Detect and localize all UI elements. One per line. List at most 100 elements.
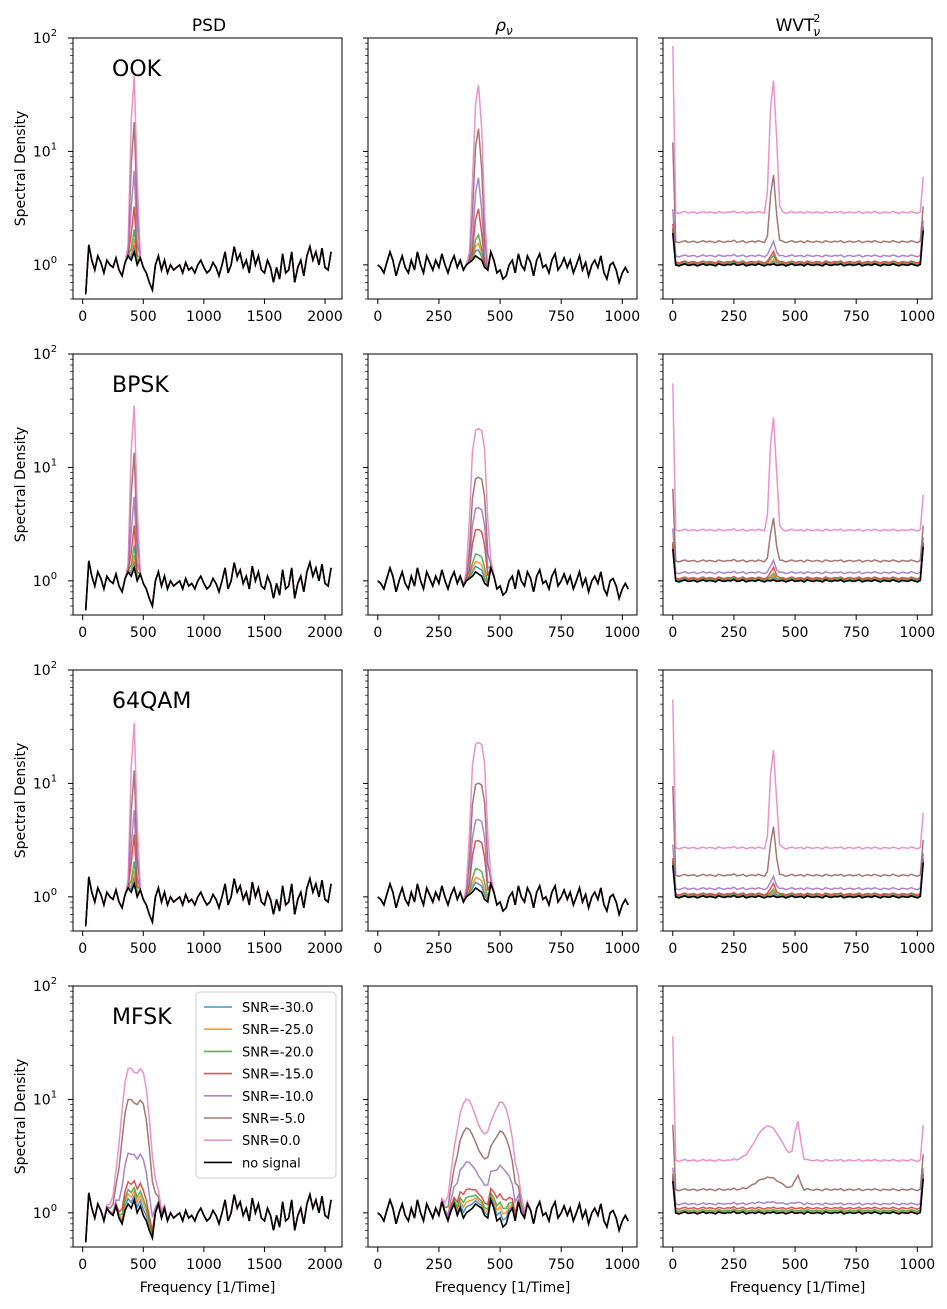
- series-line-snr-3: [672, 857, 924, 896]
- x-tick-label: 0: [78, 309, 87, 325]
- series-line-snr-1: [672, 228, 924, 267]
- series-line-snr-1: [672, 1176, 924, 1214]
- legend-item: SNR=-10.0: [204, 1090, 314, 1105]
- series-line-snr-2: [672, 1175, 924, 1213]
- series-line-snr-0: [84, 243, 332, 295]
- legend-label: SNR=-10.0: [242, 1090, 314, 1105]
- x-tick-label: 1500: [247, 941, 283, 957]
- x-tick-label: 0: [373, 625, 382, 641]
- x-tick-label: 750: [548, 1257, 575, 1273]
- panel-64qam-psd: 100 101 102 0 500 1000 1500 2000 64QAM: [33, 660, 343, 957]
- x-tick-label: 750: [843, 941, 870, 957]
- series-line-snr-6: [84, 722, 332, 927]
- legend-item: SNR=-25.0: [204, 1023, 314, 1038]
- y-tick-label: 101: [33, 773, 57, 792]
- y-tick-label: 100: [33, 571, 57, 590]
- series-line-snr-4: [672, 844, 924, 891]
- x-tick-label: 500: [487, 309, 514, 325]
- series-line-no-signal: [377, 564, 629, 602]
- x-tick-label: 0: [373, 941, 382, 957]
- y-axis-title: Spectral Density: [13, 1059, 29, 1174]
- y-axis-title: Spectral Density: [13, 111, 29, 226]
- plot-area: [377, 427, 629, 602]
- axes-frame: [72, 669, 343, 932]
- series-line-snr-5: [672, 488, 924, 563]
- modulation-label: BPSK: [112, 373, 169, 398]
- panel-64qam-wvt: 0 250 500 750 1000: [658, 669, 935, 957]
- modulation-label: 64QAM: [112, 689, 191, 714]
- axes-frame: [367, 37, 638, 300]
- y-ticks: [363, 37, 368, 300]
- y-tick-label: 102: [33, 28, 57, 47]
- x-tick-label: 1000: [900, 941, 936, 957]
- series-line-no-signal: [377, 880, 629, 918]
- x-tick-label: 2000: [307, 625, 343, 641]
- legend-item: SNR=-15.0: [204, 1068, 314, 1083]
- x-tick-label: 250: [426, 941, 453, 957]
- panel-mfsk-rho: 0 250 500 750 1000: [363, 985, 640, 1273]
- series-line-no-signal: [672, 1178, 924, 1215]
- plot-area: [84, 722, 332, 927]
- x-axis-labels: Frequency [1/Time] Frequency [1/Time] Freq…: [140, 1280, 866, 1296]
- panel-ook-rho: 0 250 500 750 1000: [363, 37, 640, 325]
- x-tick-label: 1000: [605, 309, 641, 325]
- axes-frame: [367, 669, 638, 932]
- y-ticks: [363, 985, 368, 1248]
- series-line-snr-6: [672, 383, 924, 532]
- x-tick-label: 500: [487, 625, 514, 641]
- panel-bpsk-psd: 100 101 102 0 500 1000 1500 2000 BPSK: [33, 344, 343, 641]
- series-line-snr-6: [84, 75, 332, 295]
- series-line-snr-2: [672, 859, 924, 898]
- series-line-snr-2: [84, 545, 332, 611]
- series-line-snr-0: [672, 545, 924, 583]
- series-line-snr-5: [672, 142, 924, 244]
- column-title-wvt: WVT2 ν: [776, 12, 821, 39]
- y-tick-label: 102: [33, 976, 57, 995]
- x-ticks: 0 500 1000 1500 2000: [78, 931, 343, 957]
- panel-bpsk-rho: 0 250 500 750 1000: [363, 353, 640, 641]
- y-tick-label: 100: [33, 887, 57, 906]
- y-ticks: 100 101 102: [33, 344, 73, 616]
- axes-frame: [662, 353, 933, 616]
- y-ticks: 100 101 102: [33, 660, 73, 932]
- series-line-snr-4: [672, 1167, 924, 1206]
- x-tick-label: 750: [843, 625, 870, 641]
- panel-mfsk-psd: 100 101 102 0 500 1000 1500 2000 MFSK: [33, 976, 343, 1273]
- x-tick-label: 250: [721, 309, 748, 325]
- axes-frame: [662, 985, 933, 1248]
- y-axis-labels: Spectral Density Spectral Density Spectral…: [13, 111, 29, 1174]
- axes-frame: [72, 353, 343, 616]
- series-line-snr-6: [672, 45, 924, 215]
- series-line-snr-2: [84, 1185, 332, 1243]
- plot-area: [377, 741, 629, 918]
- series-line-no-signal: [84, 243, 332, 295]
- series-line-no-signal: [84, 559, 332, 611]
- plot-area: [672, 699, 924, 899]
- plot-area: [84, 75, 332, 295]
- x-ticks: 0 250 500 750 1000: [668, 931, 935, 957]
- series-line-snr-6: [84, 405, 332, 611]
- legend-item: SNR=-20.0: [204, 1045, 314, 1060]
- series-line-no-signal: [377, 248, 629, 286]
- modulation-label: MFSK: [112, 1005, 172, 1030]
- series-line-snr-0: [84, 559, 332, 611]
- panel-mfsk-wvt: 0 250 500 750 1000: [658, 985, 935, 1273]
- series-line-snr-6: [377, 741, 629, 918]
- series-line-snr-2: [377, 232, 629, 286]
- x-axis-title: Frequency [1/Time]: [435, 1280, 571, 1296]
- legend-label: SNR=-15.0: [242, 1068, 314, 1083]
- legend: SNR=-30.0 SNR=-25.0 SNR=-20.0 SNR=-15.0 SNR=…: [195, 991, 337, 1179]
- series-line-snr-2: [672, 543, 924, 582]
- y-ticks: [658, 985, 663, 1248]
- y-tick-label: 100: [33, 1203, 57, 1222]
- x-tick-label: 750: [548, 309, 575, 325]
- x-ticks: 0 250 500 750 1000: [373, 299, 640, 325]
- series-line-snr-1: [84, 555, 332, 611]
- x-tick-label: 250: [426, 309, 453, 325]
- x-tick-label: 750: [548, 625, 575, 641]
- x-tick-label: 0: [78, 941, 87, 957]
- y-ticks: 100 101 102: [33, 976, 73, 1248]
- x-ticks: 0 250 500 750 1000: [668, 299, 935, 325]
- legend-label: no signal: [242, 1156, 301, 1171]
- x-tick-label: 1000: [186, 309, 222, 325]
